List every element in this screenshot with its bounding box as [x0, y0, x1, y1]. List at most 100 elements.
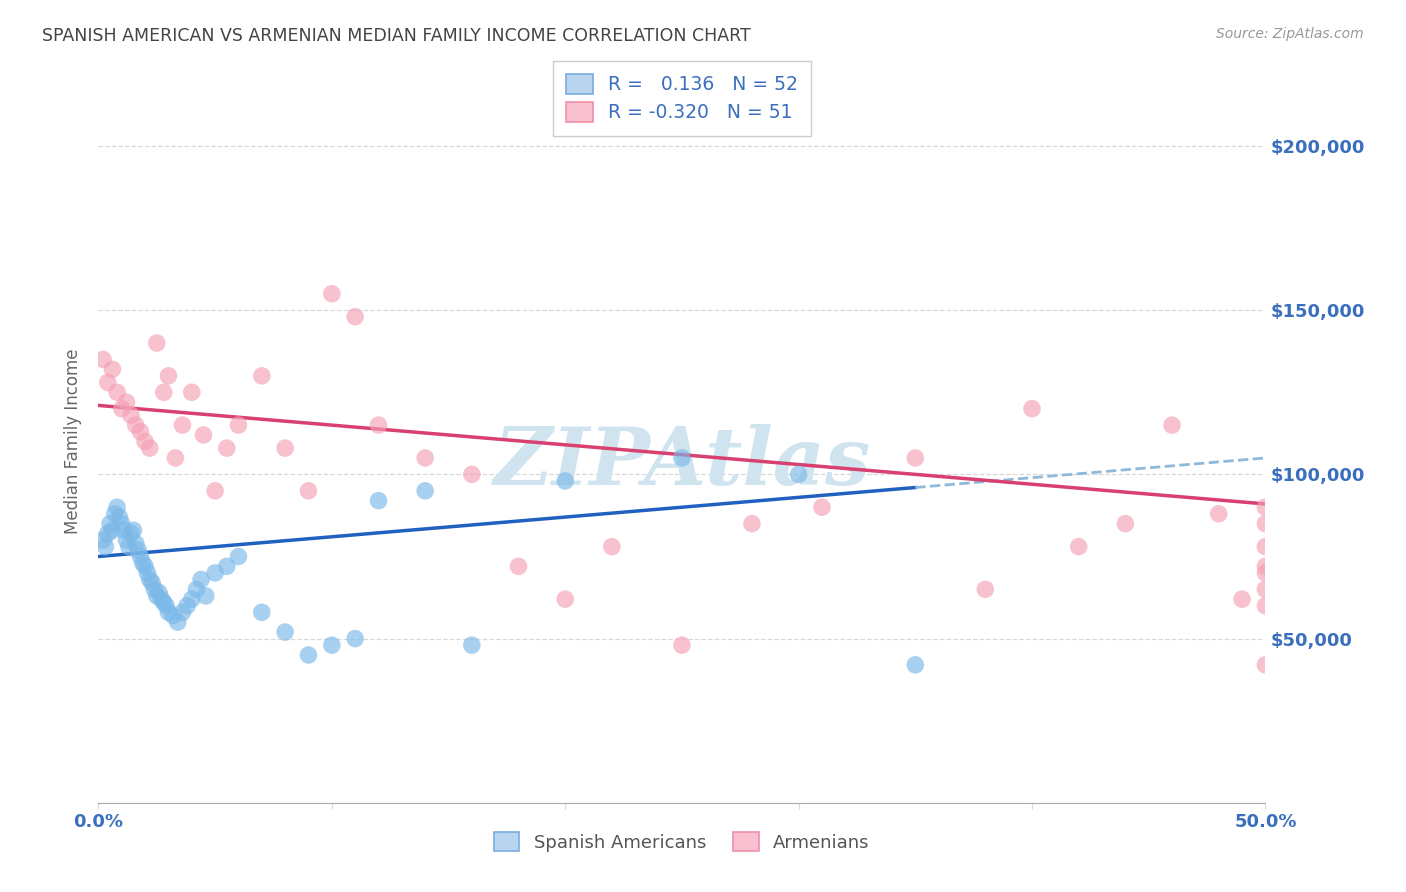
- Point: [94, 540, 117, 554]
- Point: [554, 474, 576, 488]
- Point: [141, 575, 163, 590]
- Point: [105, 500, 128, 515]
- Point: [120, 409, 142, 423]
- Point: [101, 362, 124, 376]
- Point: [98, 516, 121, 531]
- Point: [228, 418, 250, 433]
- Point: [166, 615, 188, 630]
- Point: [1254, 599, 1277, 613]
- Point: [139, 573, 162, 587]
- Point: [176, 599, 198, 613]
- Point: [150, 592, 173, 607]
- Point: [321, 286, 343, 301]
- Point: [741, 516, 763, 531]
- Point: [157, 368, 180, 383]
- Point: [1254, 540, 1277, 554]
- Point: [904, 657, 927, 672]
- Point: [97, 376, 120, 390]
- Text: SPANISH AMERICAN VS ARMENIAN MEDIAN FAMILY INCOME CORRELATION CHART: SPANISH AMERICAN VS ARMENIAN MEDIAN FAMI…: [42, 27, 751, 45]
- Point: [129, 425, 152, 439]
- Point: [554, 592, 576, 607]
- Point: [297, 483, 319, 498]
- Point: [508, 559, 530, 574]
- Point: [165, 450, 187, 465]
- Point: [105, 385, 128, 400]
- Point: [1067, 540, 1090, 554]
- Point: [1254, 657, 1277, 672]
- Point: [134, 559, 156, 574]
- Point: [139, 441, 162, 455]
- Point: [115, 395, 138, 409]
- Point: [274, 441, 297, 455]
- Point: [104, 507, 127, 521]
- Point: [250, 605, 273, 619]
- Point: [194, 589, 217, 603]
- Point: [129, 549, 152, 564]
- Point: [148, 585, 170, 599]
- Point: [172, 605, 194, 619]
- Point: [215, 559, 238, 574]
- Point: [904, 450, 927, 465]
- Point: [367, 493, 389, 508]
- Point: [122, 523, 145, 537]
- Legend: Spanish Americans, Armenians: Spanish Americans, Armenians: [486, 824, 877, 859]
- Point: [172, 418, 194, 433]
- Point: [250, 368, 273, 383]
- Point: [180, 385, 202, 400]
- Point: [143, 582, 166, 597]
- Point: [136, 566, 159, 580]
- Point: [461, 467, 484, 482]
- Point: [413, 450, 436, 465]
- Point: [91, 352, 114, 367]
- Point: [101, 523, 124, 537]
- Point: [204, 483, 226, 498]
- Point: [97, 526, 120, 541]
- Point: [193, 428, 215, 442]
- Point: [108, 510, 131, 524]
- Point: [180, 592, 202, 607]
- Point: [1254, 500, 1277, 515]
- Point: [134, 434, 156, 449]
- Point: [190, 573, 212, 587]
- Point: [367, 418, 389, 433]
- Point: [413, 483, 436, 498]
- Point: [228, 549, 250, 564]
- Point: [297, 648, 319, 662]
- Point: [152, 595, 174, 609]
- Point: [157, 605, 180, 619]
- Point: [1021, 401, 1043, 416]
- Point: [120, 526, 142, 541]
- Point: [321, 638, 343, 652]
- Point: [146, 336, 169, 351]
- Point: [125, 418, 148, 433]
- Point: [1254, 582, 1277, 597]
- Point: [118, 540, 141, 554]
- Point: [125, 536, 148, 550]
- Point: [111, 516, 134, 531]
- Point: [461, 638, 484, 652]
- Point: [1161, 418, 1184, 433]
- Point: [162, 608, 184, 623]
- Point: [115, 533, 138, 547]
- Point: [671, 450, 693, 465]
- Point: [1230, 592, 1253, 607]
- Point: [787, 467, 810, 482]
- Point: [1254, 559, 1277, 574]
- Point: [811, 500, 834, 515]
- Point: [186, 582, 208, 597]
- Point: [274, 625, 297, 640]
- Point: [1208, 507, 1230, 521]
- Point: [1114, 516, 1136, 531]
- Point: [132, 556, 155, 570]
- Point: [1254, 566, 1277, 580]
- Point: [344, 632, 367, 646]
- Text: ZIPAtlas: ZIPAtlas: [494, 425, 870, 502]
- Point: [152, 385, 174, 400]
- Point: [1254, 516, 1277, 531]
- Point: [112, 523, 135, 537]
- Point: [671, 638, 693, 652]
- Point: [600, 540, 623, 554]
- Point: [111, 401, 134, 416]
- Y-axis label: Median Family Income: Median Family Income: [65, 349, 83, 534]
- Point: [204, 566, 226, 580]
